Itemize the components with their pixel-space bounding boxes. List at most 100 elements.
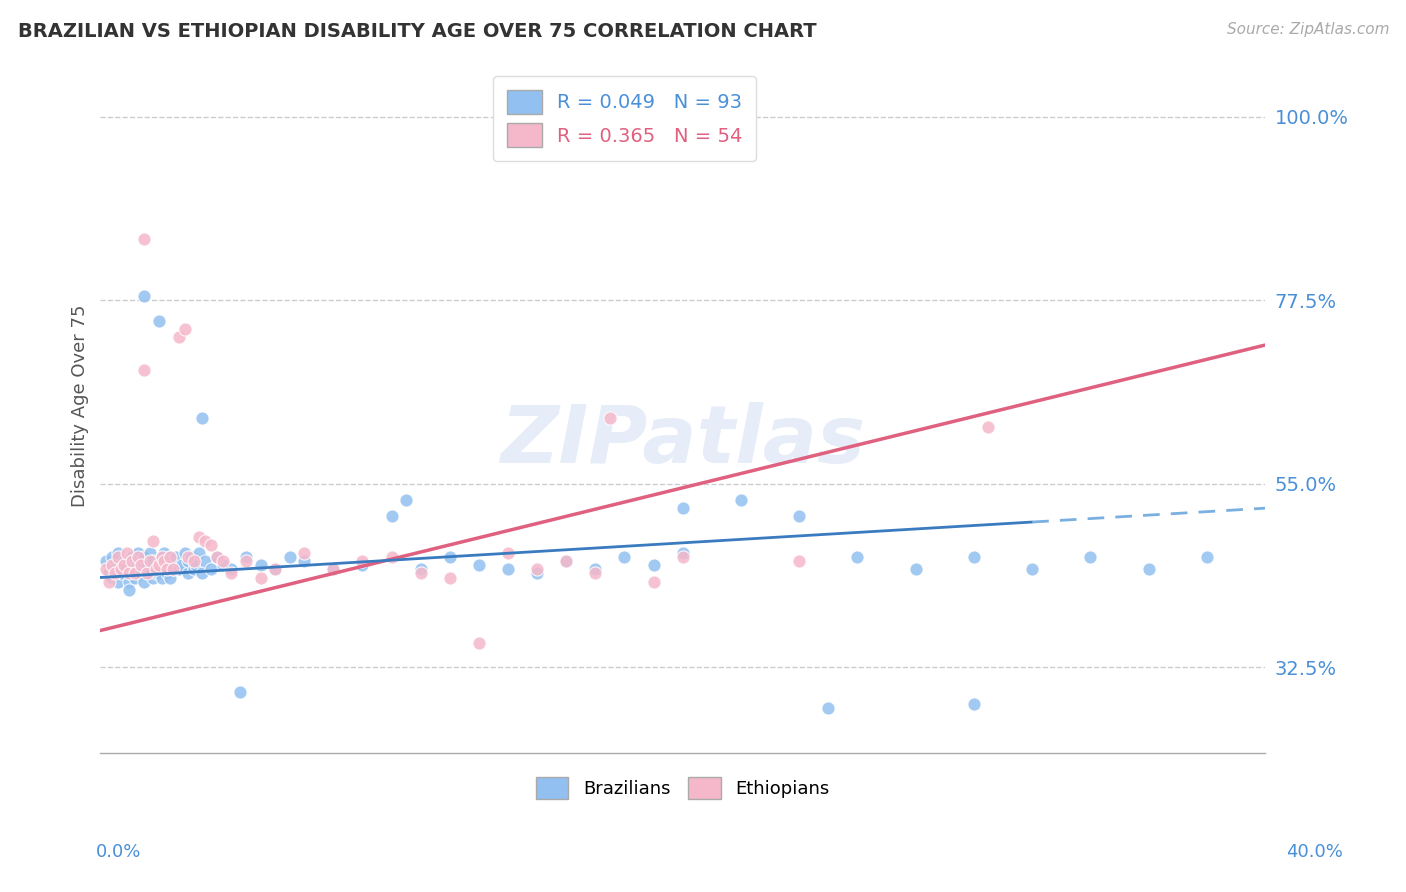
Point xyxy=(127,546,149,560)
Point xyxy=(132,550,155,565)
Point xyxy=(188,546,211,560)
Point xyxy=(156,554,179,568)
Point xyxy=(583,566,606,581)
Point xyxy=(96,554,118,568)
Point xyxy=(183,554,205,568)
Point xyxy=(380,509,402,524)
Point xyxy=(162,558,184,573)
Point xyxy=(205,550,228,565)
Text: BRAZILIAN VS ETHIOPIAN DISABILITY AGE OVER 75 CORRELATION CHART: BRAZILIAN VS ETHIOPIAN DISABILITY AGE OV… xyxy=(18,22,817,41)
Point xyxy=(173,322,195,336)
Legend: Brazilians, Ethiopians: Brazilians, Ethiopians xyxy=(529,770,837,806)
Point xyxy=(96,562,118,576)
Point xyxy=(127,558,149,573)
Point xyxy=(129,558,152,573)
Point xyxy=(165,550,187,565)
Point xyxy=(142,554,165,568)
Point xyxy=(150,550,173,565)
Point xyxy=(148,554,170,568)
Point xyxy=(112,554,135,568)
Point xyxy=(352,558,374,573)
Point xyxy=(583,562,606,576)
Point xyxy=(132,362,155,376)
Point xyxy=(104,558,127,573)
Point xyxy=(1021,562,1043,576)
Point xyxy=(121,554,143,568)
Point xyxy=(322,562,344,576)
Point xyxy=(229,684,252,698)
Point xyxy=(221,562,243,576)
Point xyxy=(1137,562,1160,576)
Point xyxy=(115,562,138,576)
Point xyxy=(132,574,155,589)
Point xyxy=(439,570,461,584)
Point xyxy=(124,562,146,576)
Point xyxy=(121,550,143,565)
Point xyxy=(963,550,986,565)
Point xyxy=(235,554,257,568)
Point xyxy=(787,509,810,524)
Point xyxy=(118,566,141,581)
Point xyxy=(139,554,162,568)
Point xyxy=(156,566,179,581)
Point xyxy=(977,419,1000,434)
Point xyxy=(183,562,205,576)
Point xyxy=(121,558,143,573)
Point xyxy=(118,574,141,589)
Point xyxy=(162,562,184,576)
Point xyxy=(127,550,149,565)
Point xyxy=(249,558,271,573)
Point xyxy=(132,232,155,246)
Point xyxy=(98,566,121,581)
Point xyxy=(395,493,418,508)
Point xyxy=(672,550,695,565)
Point xyxy=(148,313,170,327)
Point xyxy=(107,546,129,560)
Point xyxy=(145,566,167,581)
Point xyxy=(409,562,432,576)
Point xyxy=(150,550,173,565)
Point xyxy=(191,566,214,581)
Point xyxy=(153,546,176,560)
Point xyxy=(555,554,578,568)
Point xyxy=(132,289,155,303)
Point xyxy=(1195,550,1218,565)
Point xyxy=(136,562,159,576)
Point xyxy=(170,558,193,573)
Point xyxy=(159,550,181,565)
Point xyxy=(380,550,402,565)
Point xyxy=(167,330,190,344)
Point xyxy=(177,566,200,581)
Text: 40.0%: 40.0% xyxy=(1286,843,1343,861)
Point xyxy=(211,554,233,568)
Point xyxy=(159,570,181,584)
Point xyxy=(526,566,548,581)
Point xyxy=(162,562,184,576)
Point xyxy=(496,562,519,576)
Point xyxy=(142,533,165,548)
Point xyxy=(292,546,315,560)
Point xyxy=(118,582,141,597)
Point xyxy=(115,546,138,560)
Point xyxy=(468,636,491,650)
Point xyxy=(846,550,869,565)
Point xyxy=(322,562,344,576)
Point xyxy=(787,554,810,568)
Point xyxy=(148,558,170,573)
Point xyxy=(98,574,121,589)
Point xyxy=(188,530,211,544)
Point xyxy=(730,493,752,508)
Point xyxy=(145,562,167,576)
Point xyxy=(643,558,665,573)
Point xyxy=(180,550,202,565)
Point xyxy=(173,546,195,560)
Point xyxy=(104,566,127,581)
Point xyxy=(200,562,222,576)
Point xyxy=(292,554,315,568)
Point xyxy=(200,538,222,552)
Point xyxy=(110,566,132,581)
Point xyxy=(139,546,162,560)
Point xyxy=(107,574,129,589)
Point xyxy=(613,550,636,565)
Point xyxy=(153,558,176,573)
